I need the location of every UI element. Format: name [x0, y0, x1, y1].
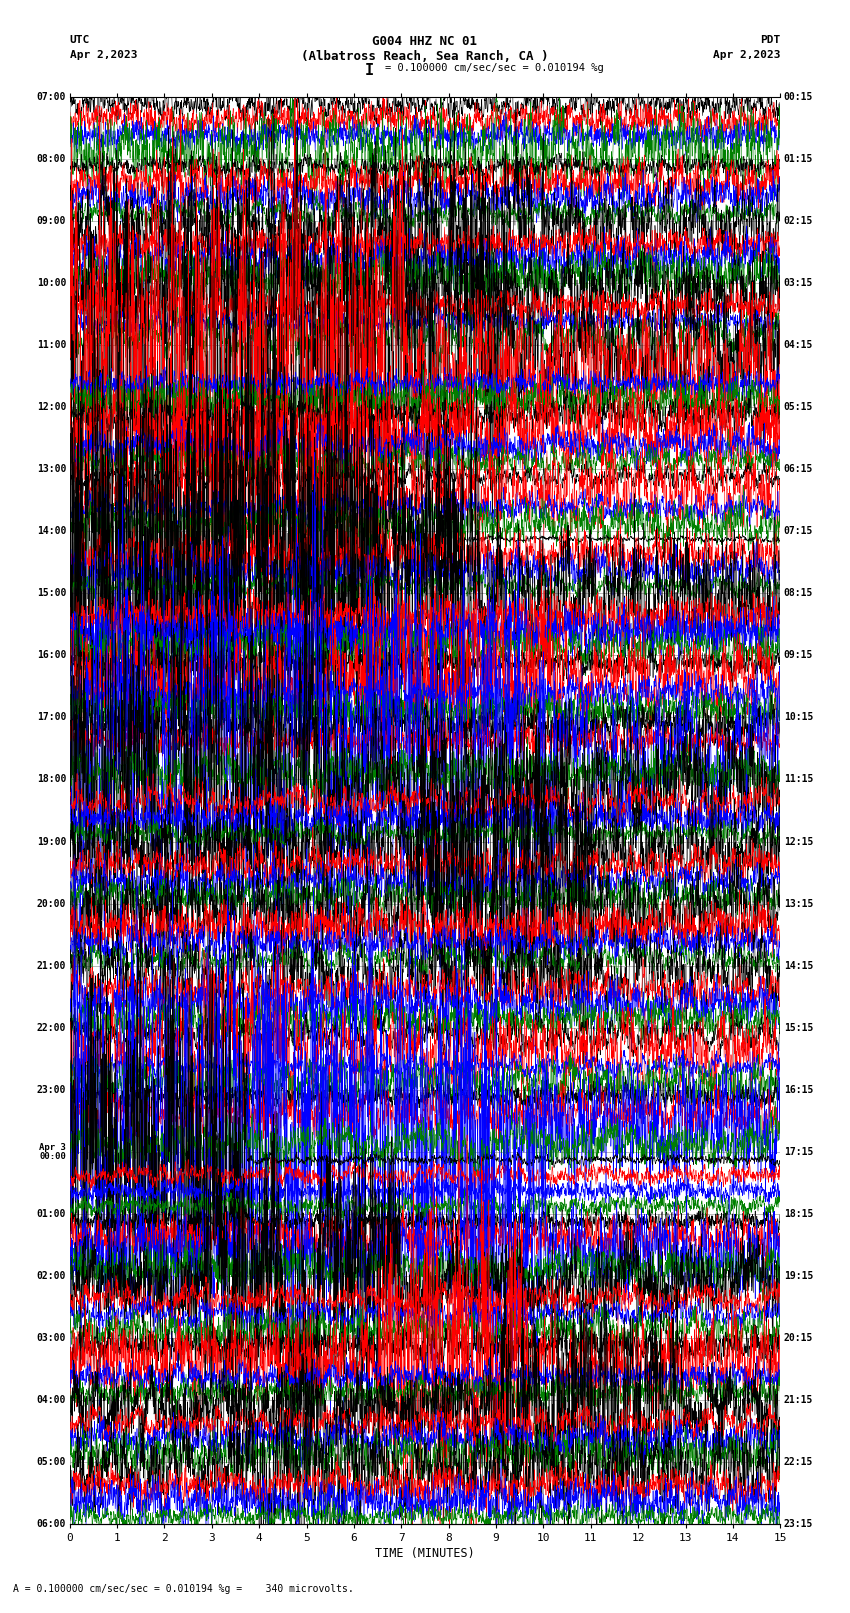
Text: 07:15: 07:15 — [784, 526, 813, 536]
Text: 05:15: 05:15 — [784, 402, 813, 411]
Text: Apr 3: Apr 3 — [39, 1144, 66, 1152]
Text: 21:15: 21:15 — [784, 1395, 813, 1405]
Text: 12:00: 12:00 — [37, 402, 66, 411]
Text: 11:15: 11:15 — [784, 774, 813, 784]
Text: Apr 2,2023: Apr 2,2023 — [70, 50, 137, 60]
Text: 00:00: 00:00 — [39, 1152, 66, 1161]
Text: PDT: PDT — [760, 35, 780, 45]
Text: 13:00: 13:00 — [37, 465, 66, 474]
Text: 04:00: 04:00 — [37, 1395, 66, 1405]
Text: 17:15: 17:15 — [784, 1147, 813, 1157]
Text: 19:15: 19:15 — [784, 1271, 813, 1281]
Text: 20:15: 20:15 — [784, 1332, 813, 1344]
Text: 07:00: 07:00 — [37, 92, 66, 102]
Text: 18:00: 18:00 — [37, 774, 66, 784]
Text: 09:15: 09:15 — [784, 650, 813, 660]
Text: A = 0.100000 cm/sec/sec = 0.010194 %g =    340 microvolts.: A = 0.100000 cm/sec/sec = 0.010194 %g = … — [13, 1584, 354, 1594]
Text: 20:00: 20:00 — [37, 898, 66, 908]
Text: 18:15: 18:15 — [784, 1210, 813, 1219]
Text: 16:00: 16:00 — [37, 650, 66, 660]
Text: 14:00: 14:00 — [37, 526, 66, 536]
Text: 02:00: 02:00 — [37, 1271, 66, 1281]
Text: 11:00: 11:00 — [37, 340, 66, 350]
Text: Apr 2,2023: Apr 2,2023 — [713, 50, 780, 60]
Text: 16:15: 16:15 — [784, 1086, 813, 1095]
Text: 15:00: 15:00 — [37, 589, 66, 598]
Text: 06:15: 06:15 — [784, 465, 813, 474]
Text: 08:00: 08:00 — [37, 153, 66, 165]
Text: G004 HHZ NC 01: G004 HHZ NC 01 — [372, 35, 478, 48]
Text: 05:00: 05:00 — [37, 1457, 66, 1468]
Text: 13:15: 13:15 — [784, 898, 813, 908]
Text: 15:15: 15:15 — [784, 1023, 813, 1032]
Text: (Albatross Reach, Sea Ranch, CA ): (Albatross Reach, Sea Ranch, CA ) — [301, 50, 549, 63]
Text: 03:00: 03:00 — [37, 1332, 66, 1344]
Text: 12:15: 12:15 — [784, 837, 813, 847]
Text: 17:00: 17:00 — [37, 713, 66, 723]
Text: 10:15: 10:15 — [784, 713, 813, 723]
Text: 03:15: 03:15 — [784, 277, 813, 289]
Text: 22:00: 22:00 — [37, 1023, 66, 1032]
Text: 09:00: 09:00 — [37, 216, 66, 226]
Text: 08:15: 08:15 — [784, 589, 813, 598]
Text: 01:00: 01:00 — [37, 1210, 66, 1219]
Text: 01:15: 01:15 — [784, 153, 813, 165]
Text: UTC: UTC — [70, 35, 90, 45]
Text: = 0.100000 cm/sec/sec = 0.010194 %g: = 0.100000 cm/sec/sec = 0.010194 %g — [385, 63, 604, 73]
Text: 10:00: 10:00 — [37, 277, 66, 289]
Text: 23:00: 23:00 — [37, 1086, 66, 1095]
Text: 21:00: 21:00 — [37, 961, 66, 971]
Text: 06:00: 06:00 — [37, 1519, 66, 1529]
Text: 22:15: 22:15 — [784, 1457, 813, 1468]
X-axis label: TIME (MINUTES): TIME (MINUTES) — [375, 1547, 475, 1560]
Text: 04:15: 04:15 — [784, 340, 813, 350]
Text: I: I — [366, 63, 374, 77]
Text: 14:15: 14:15 — [784, 961, 813, 971]
Text: 00:15: 00:15 — [784, 92, 813, 102]
Text: 19:00: 19:00 — [37, 837, 66, 847]
Text: 02:15: 02:15 — [784, 216, 813, 226]
Text: 23:15: 23:15 — [784, 1519, 813, 1529]
